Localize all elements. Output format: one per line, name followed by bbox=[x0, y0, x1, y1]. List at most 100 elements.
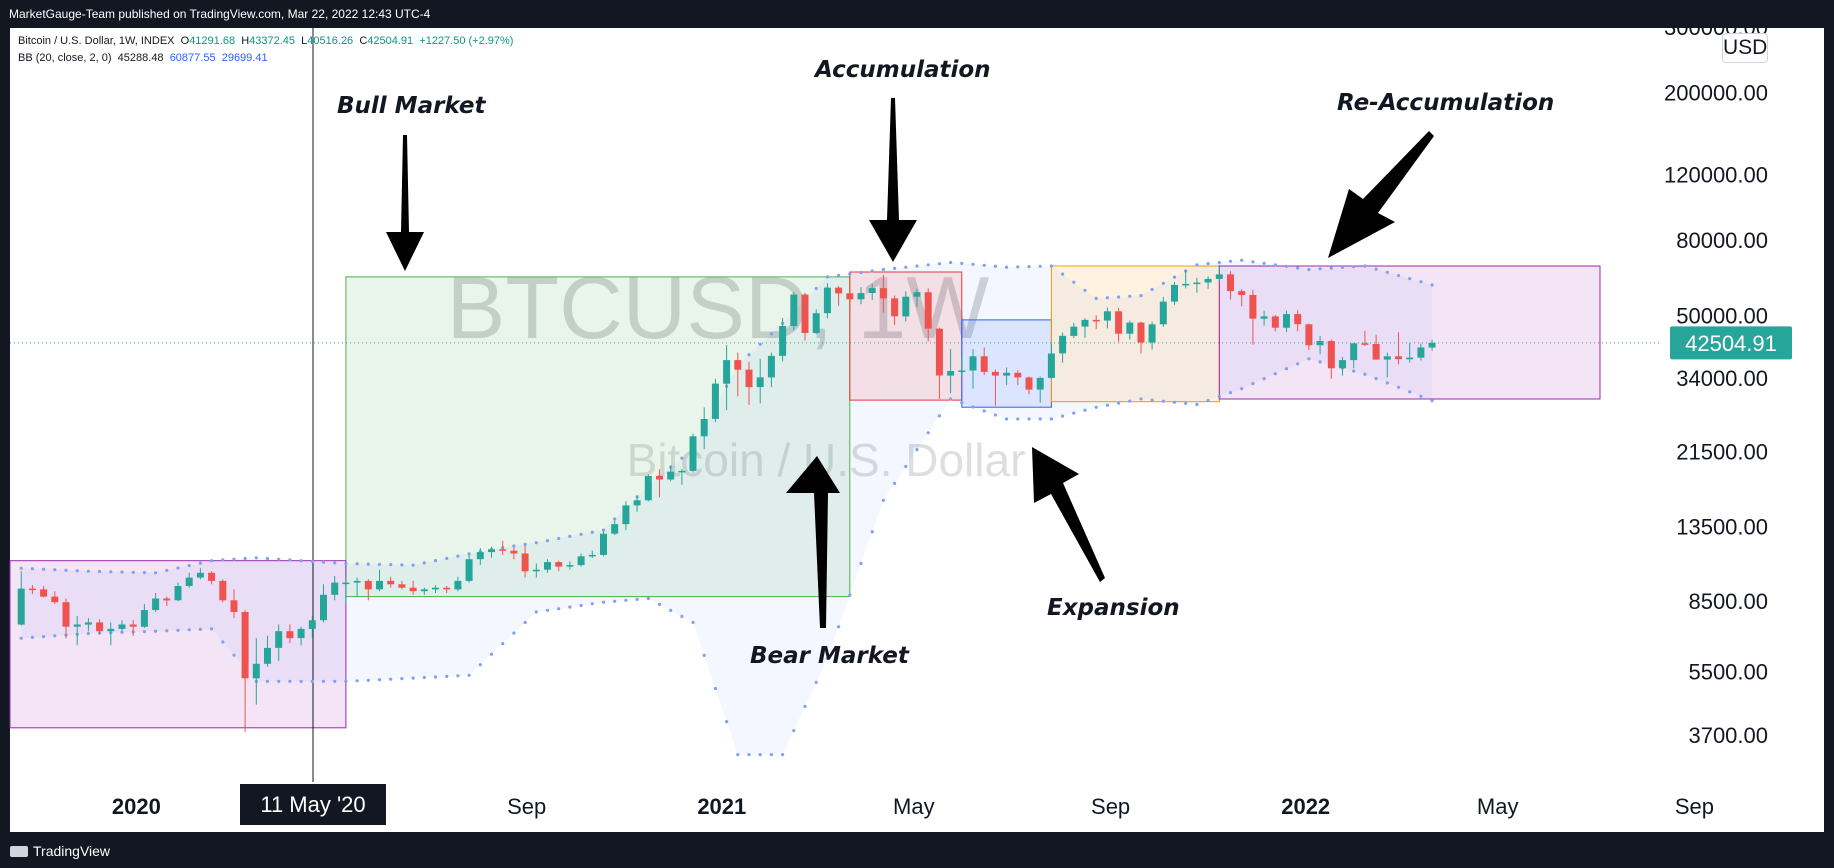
candle[interactable] bbox=[241, 610, 249, 732]
candle[interactable] bbox=[790, 291, 798, 331]
candle[interactable] bbox=[465, 554, 473, 583]
candle[interactable] bbox=[196, 568, 204, 580]
phase-box-bear-market[interactable] bbox=[849, 271, 963, 401]
candle[interactable] bbox=[432, 585, 439, 593]
candle[interactable] bbox=[510, 547, 518, 560]
candle[interactable] bbox=[1070, 322, 1078, 338]
candle[interactable] bbox=[846, 291, 854, 316]
candle[interactable] bbox=[913, 288, 921, 308]
candle[interactable] bbox=[689, 433, 697, 473]
candle[interactable] bbox=[879, 274, 887, 313]
candle[interactable] bbox=[935, 327, 943, 399]
candle[interactable] bbox=[62, 598, 70, 639]
candle[interactable] bbox=[1047, 343, 1055, 379]
chart-area[interactable] bbox=[10, 28, 1824, 832]
candle[interactable] bbox=[544, 559, 551, 573]
candle[interactable] bbox=[723, 345, 731, 411]
candle[interactable] bbox=[891, 295, 899, 325]
candle[interactable] bbox=[364, 579, 372, 601]
candle[interactable] bbox=[924, 288, 932, 342]
candle[interactable] bbox=[129, 620, 137, 636]
candle[interactable] bbox=[1059, 332, 1067, 363]
candle[interactable] bbox=[297, 626, 305, 646]
time-axis[interactable]: 2020 Sep 2021 May Sep 2022 May Sep bbox=[112, 794, 1714, 819]
candle[interactable] bbox=[1350, 342, 1358, 369]
candle[interactable] bbox=[376, 569, 383, 592]
candle[interactable] bbox=[1137, 321, 1145, 354]
candle[interactable] bbox=[1159, 297, 1167, 327]
candle[interactable] bbox=[420, 587, 428, 595]
symbol-legend[interactable]: Bitcoin / U.S. Dollar, 1W, INDEX O41291.… bbox=[18, 35, 513, 47]
candle[interactable] bbox=[499, 540, 507, 555]
candle[interactable] bbox=[1417, 343, 1425, 361]
candle[interactable] bbox=[600, 531, 607, 557]
candle[interactable] bbox=[1103, 307, 1111, 329]
candle[interactable] bbox=[588, 550, 596, 558]
candle[interactable] bbox=[28, 585, 36, 594]
candle[interactable] bbox=[577, 553, 585, 567]
candle[interactable] bbox=[1283, 310, 1290, 332]
candle[interactable] bbox=[1249, 290, 1257, 345]
candle[interactable] bbox=[1372, 334, 1380, 360]
candle[interactable] bbox=[1081, 318, 1089, 338]
candle[interactable] bbox=[835, 286, 843, 306]
candle[interactable] bbox=[711, 378, 719, 423]
candle[interactable] bbox=[252, 638, 260, 705]
candle[interactable] bbox=[152, 593, 160, 612]
phase-box-bull-market[interactable] bbox=[345, 276, 851, 598]
candle[interactable] bbox=[991, 369, 999, 406]
candle[interactable] bbox=[622, 501, 630, 531]
candle[interactable] bbox=[1428, 339, 1436, 351]
candle[interactable] bbox=[1193, 277, 1201, 293]
candle[interactable] bbox=[264, 635, 271, 667]
candle[interactable] bbox=[958, 354, 966, 377]
candle[interactable] bbox=[1361, 330, 1369, 346]
candle[interactable] bbox=[1003, 367, 1011, 386]
phase-box-expansion[interactable] bbox=[1050, 265, 1220, 403]
phase-box-re-accumulation[interactable] bbox=[1218, 265, 1601, 400]
candle[interactable] bbox=[812, 309, 820, 334]
candle[interactable] bbox=[275, 624, 283, 662]
candle[interactable] bbox=[409, 580, 417, 595]
candle[interactable] bbox=[1171, 281, 1178, 305]
candle[interactable] bbox=[980, 347, 988, 376]
candle[interactable] bbox=[566, 561, 574, 570]
candle[interactable] bbox=[745, 361, 753, 405]
candle[interactable] bbox=[756, 358, 764, 404]
candle[interactable] bbox=[779, 318, 787, 362]
candle[interactable] bbox=[17, 571, 25, 626]
candle[interactable] bbox=[1227, 271, 1234, 300]
candle[interactable] bbox=[611, 520, 619, 535]
candle[interactable] bbox=[118, 620, 126, 632]
candle[interactable] bbox=[84, 618, 92, 632]
candle[interactable] bbox=[1327, 339, 1335, 379]
candle[interactable] bbox=[1406, 342, 1414, 363]
candle[interactable] bbox=[1148, 321, 1156, 350]
candle[interactable] bbox=[1036, 376, 1044, 403]
candle[interactable] bbox=[1014, 370, 1022, 386]
candle[interactable] bbox=[107, 622, 115, 646]
candle[interactable] bbox=[823, 283, 831, 319]
candle[interactable] bbox=[633, 495, 641, 512]
candle[interactable] bbox=[342, 577, 350, 605]
candle[interactable] bbox=[1215, 264, 1223, 282]
candle[interactable] bbox=[40, 586, 48, 598]
currency-button[interactable]: USD bbox=[1722, 33, 1768, 63]
candle[interactable] bbox=[1092, 315, 1100, 330]
candle[interactable] bbox=[700, 407, 708, 449]
candle[interactable] bbox=[1115, 307, 1123, 342]
candle[interactable] bbox=[1271, 314, 1279, 332]
indicator-legend[interactable]: BB (20, close, 2, 0) 45288.48 60877.55 2… bbox=[18, 52, 268, 64]
candle[interactable] bbox=[454, 576, 462, 592]
candle[interactable] bbox=[767, 352, 775, 388]
candle[interactable] bbox=[857, 287, 865, 305]
candle[interactable] bbox=[1339, 357, 1346, 376]
candle[interactable] bbox=[1025, 376, 1033, 395]
candle[interactable] bbox=[1126, 320, 1134, 340]
candle[interactable] bbox=[443, 586, 451, 593]
candle[interactable] bbox=[868, 283, 876, 300]
candle[interactable] bbox=[51, 591, 59, 605]
candle[interactable] bbox=[1182, 269, 1190, 289]
candle[interactable] bbox=[163, 596, 171, 606]
